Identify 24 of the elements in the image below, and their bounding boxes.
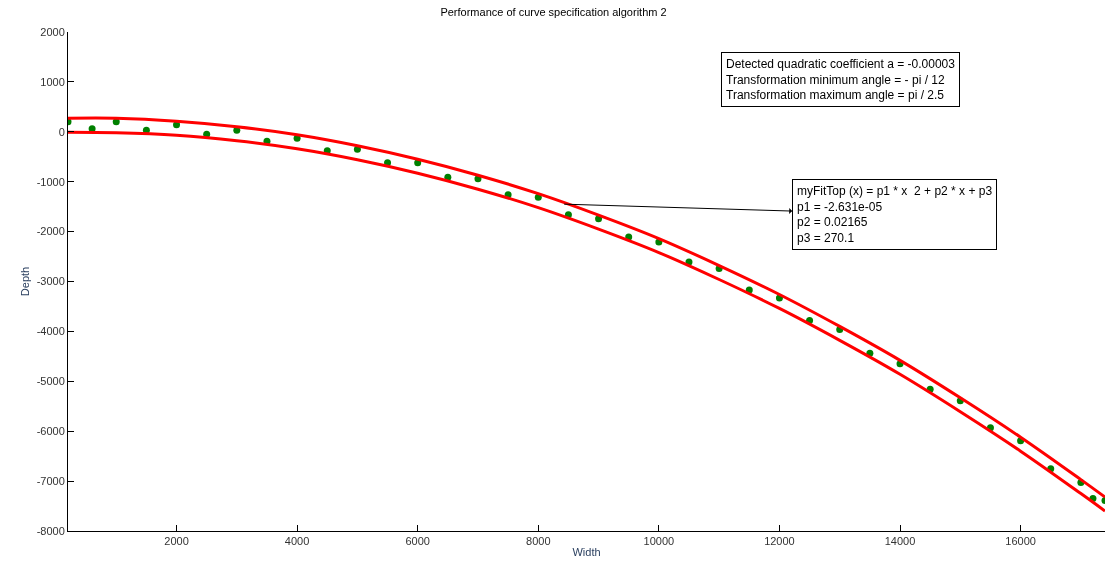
y-tick-label: -7000: [36, 474, 65, 487]
y-tick-label: 2000: [40, 25, 65, 38]
y-tick-label: -8000: [36, 524, 65, 537]
x-axis-title: Width: [572, 546, 601, 559]
annotation: Detected quadratic coefficient a = -0.00003 Transformation minimum angle = - pi / 12 Transformation maximum angle = pi / 2.5: [726, 57, 956, 103]
y-tick-label: -1000: [36, 175, 65, 188]
y-tick-label: 1000: [40, 75, 65, 88]
annotation: myFitTop (x) = p1 * x 2 + p2 * x + p3 p1 = -2.631e-05 p2 = 0.02165 p3 = 270.1: [797, 184, 993, 245]
x-tick-label: 2000: [164, 535, 189, 548]
y-tick-label: -3000: [36, 275, 65, 288]
x-tick-label: 6000: [405, 535, 430, 548]
x-tick-label: 10000: [643, 535, 675, 548]
y-tick-label: -5000: [36, 375, 65, 388]
x-tick-label: 8000: [526, 535, 551, 548]
y-tick-label: -6000: [36, 425, 65, 438]
x-tick-label: 14000: [884, 535, 916, 548]
y-tick-label: -4000: [36, 325, 65, 338]
x-tick-label: 16000: [1005, 535, 1036, 548]
x-tick-label: 4000: [284, 535, 310, 548]
y-tick-label: 0: [58, 125, 65, 138]
y-axis-title: Depth: [19, 266, 32, 297]
x-tick-label: 12000: [764, 535, 795, 548]
chart-title: Performance of curve specification algorithm 2: [440, 6, 667, 19]
y-tick-label: -2000: [36, 225, 65, 238]
